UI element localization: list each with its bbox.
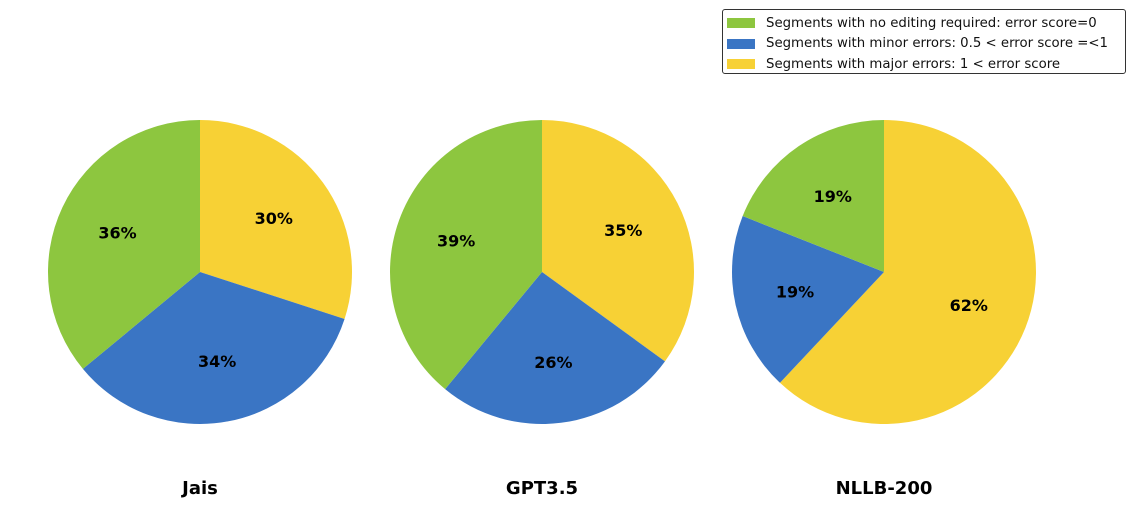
pie-slice	[445, 272, 665, 424]
pie-title: GPT3.5	[506, 478, 578, 499]
slice-percent-label: 35%	[604, 221, 642, 240]
chart-legend: Segments with no editing required: error…	[722, 9, 1126, 74]
slice-percent-label: 39%	[437, 232, 475, 251]
legend-label: Segments with major errors: 1 < error sc…	[766, 56, 1061, 72]
pie-slice	[742, 120, 884, 272]
slice-percent-label: 26%	[534, 353, 572, 372]
legend-swatch	[727, 38, 755, 49]
legend-item: Segments with minor errors: 0.5 < error …	[727, 34, 1125, 55]
slice-percent-label: 34%	[198, 352, 236, 371]
pie-title: Jais	[180, 478, 218, 499]
slice-percent-label: 36%	[98, 224, 136, 243]
legend-item: Segments with no editing required: error…	[727, 13, 1125, 34]
slice-percent-label: 30%	[255, 209, 293, 228]
legend-item: Segments with major errors: 1 < error sc…	[727, 54, 1125, 75]
pie-slice	[200, 120, 352, 319]
legend-swatch	[727, 59, 755, 70]
pie-slice	[82, 272, 345, 425]
legend-swatch	[727, 18, 755, 29]
pie-slice	[732, 216, 884, 383]
slice-percent-label: 19%	[814, 187, 852, 206]
pie-slice	[48, 120, 200, 369]
pie-title: NLLB-200	[836, 478, 933, 499]
pie-slice	[779, 120, 1036, 425]
slice-percent-label: 19%	[776, 282, 814, 301]
slice-percent-label: 62%	[950, 296, 988, 315]
pie-slice	[390, 120, 542, 390]
legend-label: Segments with no editing required: error…	[766, 15, 1097, 31]
pie-slice	[542, 120, 694, 362]
legend-label: Segments with minor errors: 0.5 < error …	[766, 36, 1109, 52]
